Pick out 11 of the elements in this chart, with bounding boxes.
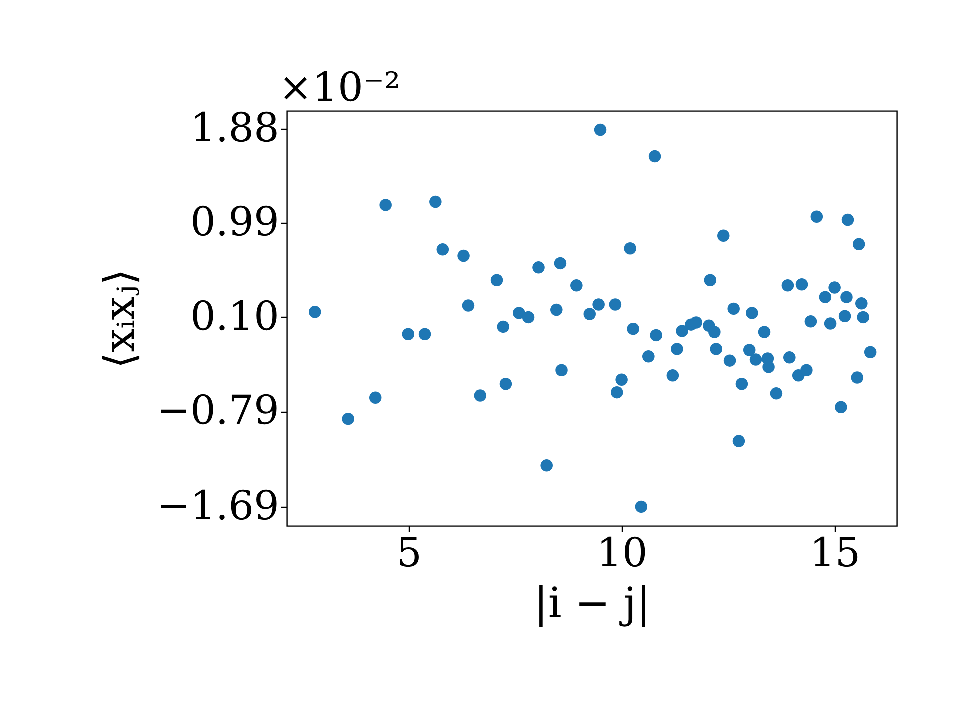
x-tick-label: 5 (396, 530, 422, 576)
text: ×10⁻² (279, 64, 401, 111)
y-tick-label: 0.10 (190, 294, 280, 340)
y-tick-label: −0.79 (156, 388, 280, 434)
x-axis-title: |i − j| (534, 578, 651, 628)
y-tick-label: 0.99 (190, 200, 280, 246)
y-tick-label: 1.88 (190, 105, 280, 152)
y-axis-title: ⟨xᵢxⱼ⟩ (94, 269, 144, 369)
x-tick-label: 10 (596, 530, 648, 576)
x-tick-label: 15 (810, 530, 861, 576)
y-tick-label: −1.69 (156, 483, 280, 530)
